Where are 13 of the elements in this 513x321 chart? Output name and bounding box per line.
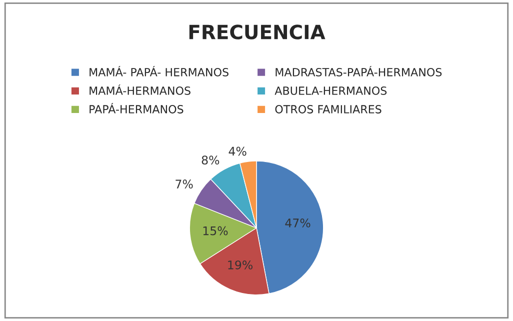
legend-label: MAMÁ-HERMANOS xyxy=(90,84,190,95)
data-label: 47% xyxy=(285,218,310,228)
legend-label: ABUELA-HERMANOS xyxy=(274,86,387,95)
data-label: 19% xyxy=(228,260,252,270)
legend-label: MAMÁ- PAPÁ- HERMANOS xyxy=(90,66,228,76)
data-label: 15% xyxy=(203,226,228,236)
chart-title: FRECUENCIA xyxy=(189,24,326,40)
data-label: 4% xyxy=(228,146,246,156)
legend-label: PAPÁ-HERMANOS xyxy=(90,103,184,114)
legend-label: MADRASTAS-PAPÁ-HERMANOS xyxy=(276,66,442,76)
data-label: 7% xyxy=(176,180,193,188)
legend-label: OTROS FAMILIARES xyxy=(275,105,382,114)
data-label: 8% xyxy=(202,156,220,165)
